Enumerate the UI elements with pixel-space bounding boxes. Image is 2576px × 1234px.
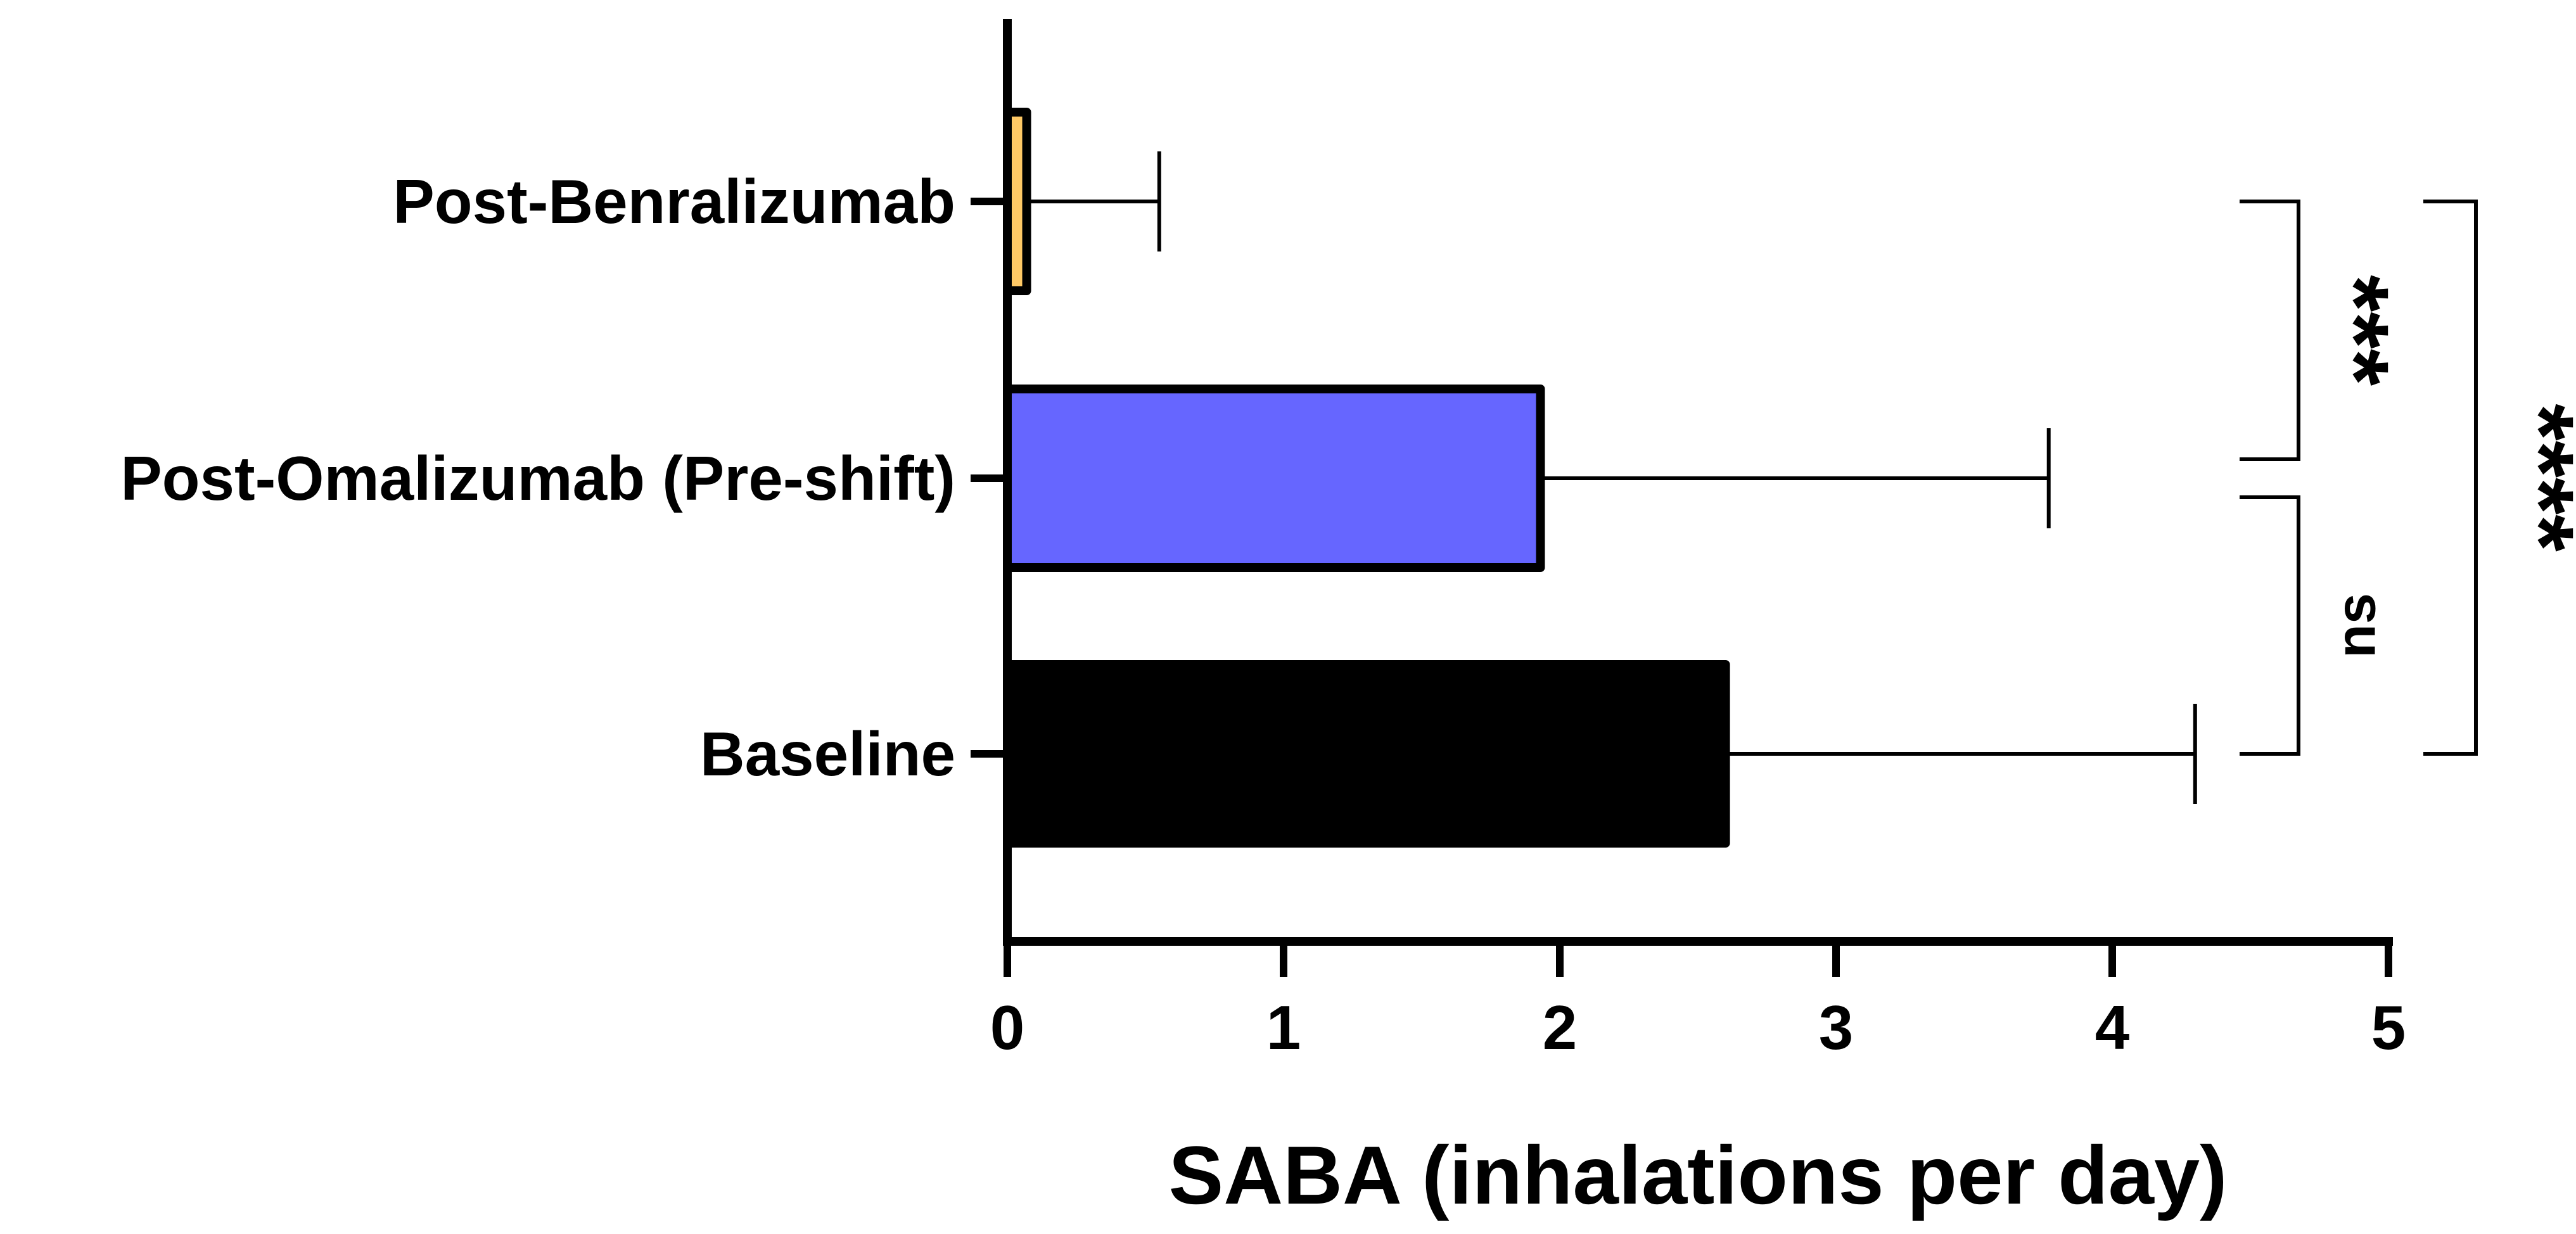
labels-layer: Baseline Post-Omalizumab (Pre-shift) Post-… [120, 167, 2406, 1062]
axes-layer [971, 19, 2393, 977]
x-tick-label-4: 4 [2095, 993, 2130, 1062]
significance-label-2: ns [2324, 593, 2387, 658]
significance-bracket-1 [2240, 200, 2300, 461]
bar-2 [1003, 385, 1545, 572]
x-tick-label-2: 2 [1543, 993, 1578, 1062]
significance-layer: *** ns **** [2240, 200, 2576, 756]
error-bars-layer [1026, 151, 2197, 804]
category-label-2: Post-Omalizumab (Pre-shift) [120, 443, 955, 513]
x-axis-title: SABA (inhalations per day) [1169, 1129, 2228, 1221]
category-label-1: Baseline [700, 719, 955, 789]
significance-bracket-2 [2240, 495, 2300, 756]
x-tick-label-1: 1 [1266, 993, 1301, 1062]
x-tick-label-3: 3 [1819, 993, 1854, 1062]
significance-label-3: **** [2487, 404, 2576, 552]
significance-bracket-3 [2423, 200, 2478, 756]
bar-1 [1003, 660, 1730, 848]
x-tick-label-0: 0 [990, 993, 1025, 1062]
x-tick-label-5: 5 [2371, 993, 2406, 1062]
significance-label-1: *** [2302, 275, 2409, 386]
bars-layer [1003, 108, 1730, 848]
category-label-3: Post-Benralizumab [393, 167, 955, 236]
